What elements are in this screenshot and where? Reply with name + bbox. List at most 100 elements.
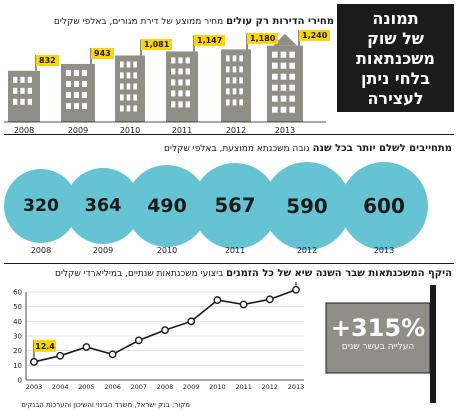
year-label: 2012 (296, 246, 318, 255)
growth-sign (325, 285, 436, 403)
section3-title: היקף המשכנתאות שבר השנה שיא של כל הזמנים… (55, 268, 452, 279)
building-bar (115, 55, 145, 122)
window (232, 66, 237, 73)
price-buildings-chart (4, 30, 326, 123)
x-tick-label: 2006 (104, 383, 121, 391)
window (185, 57, 190, 64)
window (232, 99, 237, 106)
tower-top (273, 33, 297, 46)
year-label: 2009 (92, 246, 114, 255)
price-value-label: 1,240 (299, 29, 331, 41)
growth-value: +315% (330, 314, 426, 342)
window (126, 94, 131, 101)
window (226, 55, 230, 62)
window (133, 105, 137, 112)
y-tick-label: 60 (13, 289, 22, 297)
mortgage-value-label: 590 (286, 194, 328, 218)
window (171, 101, 176, 108)
building-bar (61, 63, 95, 122)
section1-title-bold: מחירי הדירות רק עולים (226, 16, 334, 27)
x-tick-label: 2004 (52, 383, 69, 391)
window (133, 72, 137, 79)
window (66, 102, 71, 109)
x-tick-label: 2011 (235, 383, 252, 391)
window (120, 61, 124, 68)
window (289, 84, 295, 91)
price-value-label: 943 (91, 47, 114, 59)
window (185, 68, 190, 75)
window (20, 76, 25, 83)
window (20, 98, 25, 105)
flag-box (34, 339, 56, 352)
price-value-label: 832 (36, 54, 59, 66)
window (280, 51, 287, 58)
title-line: של שוק (367, 29, 424, 48)
window (272, 51, 278, 58)
window (232, 55, 237, 62)
data-value-label: 12.4 (35, 342, 55, 351)
window (133, 61, 137, 68)
year-label: 2010 (156, 246, 178, 255)
series-point (187, 317, 196, 326)
window (232, 88, 237, 95)
window (126, 61, 131, 68)
window (74, 80, 79, 87)
section2-title: מתחייבים לשלם יותר בכל שנה גובה משכנתא מ… (164, 143, 452, 154)
price-value-label: 1,147 (194, 35, 226, 47)
window (239, 66, 243, 73)
year-label: 2009 (67, 126, 89, 135)
price-value-label: 1,180 (247, 33, 279, 45)
year-label: 2013 (373, 246, 395, 255)
x-tick-label: 2010 (209, 383, 226, 391)
series-point (161, 326, 169, 335)
window (66, 69, 71, 76)
window (13, 87, 18, 94)
window (185, 101, 190, 108)
section2-title-rest: גובה משכנתא ממוצעת, באלפי שקלים (163, 144, 310, 154)
series-point (292, 285, 300, 294)
window (120, 94, 124, 101)
year-label: 2011 (224, 246, 246, 255)
mortgage-value-label: 567 (214, 194, 256, 218)
window (226, 77, 230, 84)
y-tick-label: 0 (18, 377, 22, 385)
window (280, 84, 287, 91)
window (226, 99, 230, 106)
window (280, 73, 287, 80)
sign-board (325, 302, 431, 374)
window (272, 84, 278, 91)
window (239, 77, 243, 84)
mortgage-value-label: 320 (23, 196, 59, 216)
window (82, 69, 87, 76)
mortgage-circle: 590 (263, 162, 351, 250)
window (272, 73, 278, 80)
series-point (239, 300, 248, 309)
mortgage-value-label: 364 (84, 195, 122, 216)
building-bar (166, 51, 198, 122)
window (74, 91, 79, 98)
window (289, 95, 295, 102)
section3-title-bold: היקף המשכנתאות שבר השנה שיא של כל הזמנים (226, 268, 452, 279)
window (13, 76, 18, 83)
window (82, 102, 87, 109)
series-point (265, 295, 274, 304)
mortgage-value-label: 600 (363, 194, 405, 218)
section1-title-rest: מחיר ממוצע של דירת מגורים, באלפי שקלים (53, 17, 224, 27)
source-note: מקור: בנק ישראל, משרד הבינוי והשיכון והע… (21, 401, 190, 409)
window (289, 106, 295, 113)
section3-title-rest: ביצועי משכנתאות שנתיים, במיליארדי שקלים (54, 269, 224, 279)
window (120, 105, 124, 112)
x-tick-label: 2003 (26, 383, 43, 391)
x-tick-label: 2005 (78, 383, 95, 391)
series-line (33, 289, 297, 363)
year-label: 2011 (171, 126, 193, 135)
window (272, 106, 278, 113)
window (239, 55, 243, 62)
window (74, 102, 79, 109)
section1-title: מחירי הדירות רק עולים מחיר ממוצע של דירת… (54, 16, 334, 27)
window (226, 88, 230, 95)
window (178, 57, 183, 64)
y-tick-label: 50 (13, 303, 22, 311)
mortgage-circles-chart: 320 2008 364 2009 490 2010 567 2011 590 2012 600 20… (0, 155, 458, 260)
window (289, 51, 295, 58)
